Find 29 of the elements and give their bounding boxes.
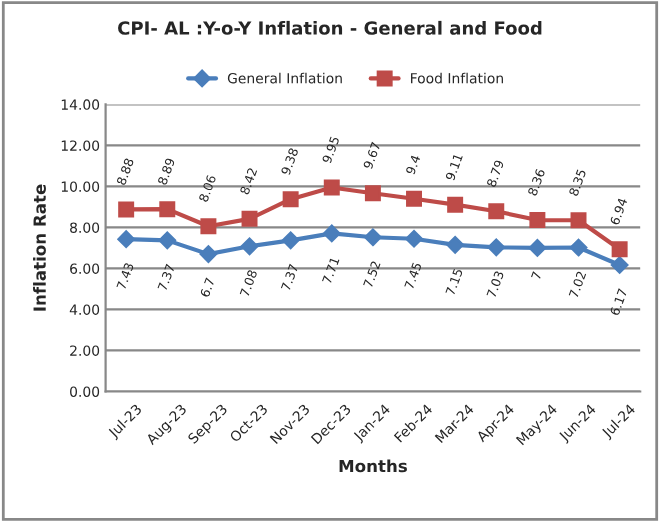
point (569, 238, 588, 257)
point (406, 190, 423, 207)
x-axis-title: Months (339, 459, 407, 473)
point (281, 231, 300, 250)
point (241, 210, 258, 227)
chart-title: CPI- AL :Y-o-Y Inflation - General and Food (118, 20, 542, 35)
point (240, 237, 259, 256)
point (528, 239, 547, 257)
point (200, 218, 217, 235)
point (323, 179, 340, 196)
point (405, 229, 423, 248)
point (488, 203, 505, 220)
point (364, 228, 382, 247)
point (610, 256, 629, 274)
point (487, 238, 506, 257)
point (159, 201, 176, 218)
point (199, 245, 218, 263)
point (158, 231, 177, 250)
point (611, 241, 628, 258)
point (529, 212, 546, 229)
point (322, 224, 341, 243)
point (282, 191, 299, 208)
point (117, 230, 136, 249)
point (570, 212, 587, 229)
point (364, 185, 381, 202)
point (118, 201, 135, 218)
point (446, 235, 465, 254)
point (447, 196, 464, 213)
y-axis-title: Inflation Rate (33, 184, 46, 311)
